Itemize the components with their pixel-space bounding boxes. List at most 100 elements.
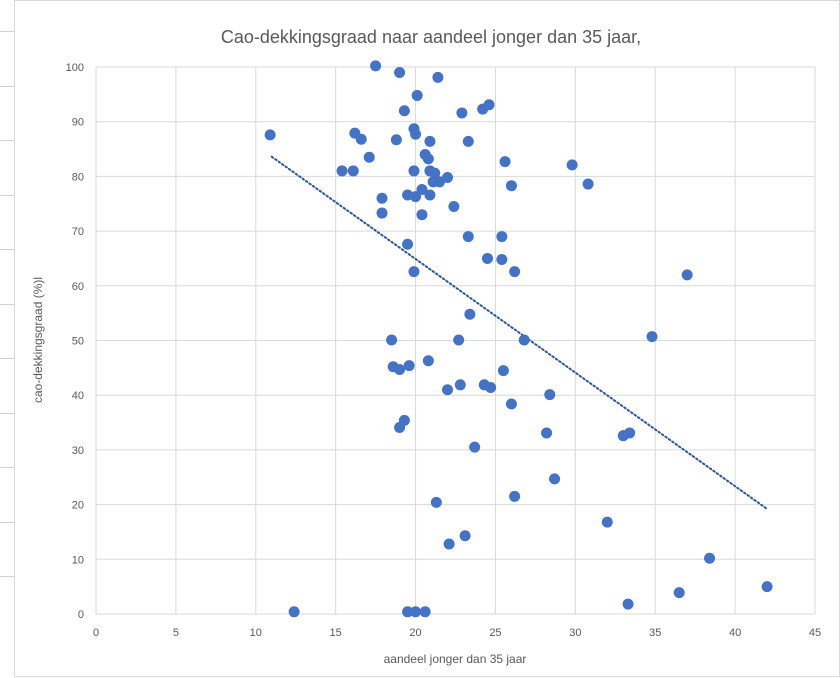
data-point [454, 379, 466, 391]
y-tick-label: 0 [78, 609, 84, 621]
data-point [464, 308, 476, 320]
y-tick-label: 100 [66, 62, 84, 74]
data-point [402, 238, 414, 250]
y-tick-label: 20 [72, 500, 84, 512]
data-point [499, 156, 511, 168]
data-point [264, 129, 276, 141]
y-axis-title: cao-dekkingsgraad (%)l [31, 277, 45, 403]
x-tick-label: 40 [729, 627, 741, 639]
data-point [410, 606, 422, 618]
data-point [410, 191, 422, 203]
data-point [403, 360, 415, 372]
data-point [459, 530, 471, 542]
data-point [544, 389, 556, 401]
edge-rule [0, 413, 14, 414]
data-point [673, 587, 685, 599]
data-point [617, 430, 629, 442]
y-tick-label: 70 [72, 226, 84, 238]
data-point [424, 135, 436, 147]
data-point [497, 365, 509, 377]
x-tick-label: 20 [409, 627, 421, 639]
x-tick-label: 15 [330, 627, 342, 639]
x-tick-label: 30 [569, 627, 581, 639]
data-point [410, 128, 422, 140]
data-point [622, 598, 634, 610]
x-tick-label: 35 [649, 627, 661, 639]
data-point [408, 165, 420, 177]
data-point [646, 331, 658, 343]
data-point [408, 266, 420, 278]
data-point [505, 398, 517, 410]
scatter-chart: Cao-dekkingsgraad naar aandeel jonger da… [31, 27, 821, 666]
y-tick-label: 90 [72, 117, 84, 129]
data-point [422, 153, 434, 165]
chart-title: Cao-dekkingsgraad naar aandeel jonger da… [221, 27, 641, 47]
data-point [496, 254, 508, 266]
chart-area[interactable]: Cao-dekkingsgraad naar aandeel jonger da… [14, 0, 840, 677]
data-point [422, 355, 434, 367]
data-point [434, 176, 446, 188]
data-point [453, 334, 465, 346]
y-tick-label: 40 [72, 390, 84, 402]
data-point [419, 606, 431, 618]
data-point [429, 167, 441, 179]
data-points [264, 60, 773, 618]
data-point [582, 178, 594, 190]
data-point [462, 135, 474, 147]
data-point [363, 151, 375, 163]
x-tick-label: 45 [809, 627, 821, 639]
data-point [469, 441, 481, 453]
data-point [386, 334, 398, 346]
edge-rule [0, 358, 14, 359]
data-point [761, 581, 773, 593]
edge-rule [0, 140, 14, 141]
data-point [681, 269, 693, 281]
trendline-path [270, 155, 769, 510]
data-point [566, 159, 578, 171]
data-point [402, 606, 414, 618]
y-tick-label: 10 [72, 554, 84, 566]
data-point [448, 200, 460, 212]
edge-rule [0, 195, 14, 196]
y-axis-ticks: 0 10 20 30 40 50 60 70 80 90 100 [66, 62, 84, 621]
data-point [390, 134, 402, 146]
edge-rule [0, 249, 14, 250]
data-point [704, 552, 716, 564]
data-point [518, 334, 530, 346]
data-point [288, 606, 300, 618]
data-point [424, 189, 436, 201]
data-point [509, 490, 521, 502]
data-point [376, 192, 388, 204]
data-point [394, 421, 406, 433]
data-point [549, 473, 561, 485]
data-point [394, 66, 406, 78]
data-point [430, 496, 442, 508]
data-point [481, 252, 493, 264]
data-point [505, 180, 517, 192]
data-point [509, 266, 521, 278]
edge-rule [0, 31, 14, 32]
x-axis-title: aandeel jonger dan 35 jaar [384, 652, 527, 666]
trendline [270, 155, 769, 510]
edge-rule [0, 467, 14, 468]
data-point [462, 231, 474, 243]
data-point [355, 133, 367, 145]
data-point [398, 105, 410, 117]
data-point [477, 103, 489, 115]
data-point [416, 184, 428, 196]
data-point [394, 363, 406, 375]
gridlines [95, 66, 816, 615]
data-point [443, 538, 455, 550]
y-tick-label: 30 [72, 445, 84, 457]
data-point [456, 107, 468, 119]
edge-rule [0, 522, 14, 523]
data-point [411, 89, 423, 101]
x-tick-label: 0 [93, 627, 99, 639]
x-tick-label: 5 [173, 627, 179, 639]
data-point [432, 71, 444, 83]
edge-rule [0, 576, 14, 577]
data-point [347, 165, 359, 177]
edge-rule [0, 304, 14, 305]
data-point [541, 427, 553, 439]
left-edge-rules [0, 0, 14, 600]
